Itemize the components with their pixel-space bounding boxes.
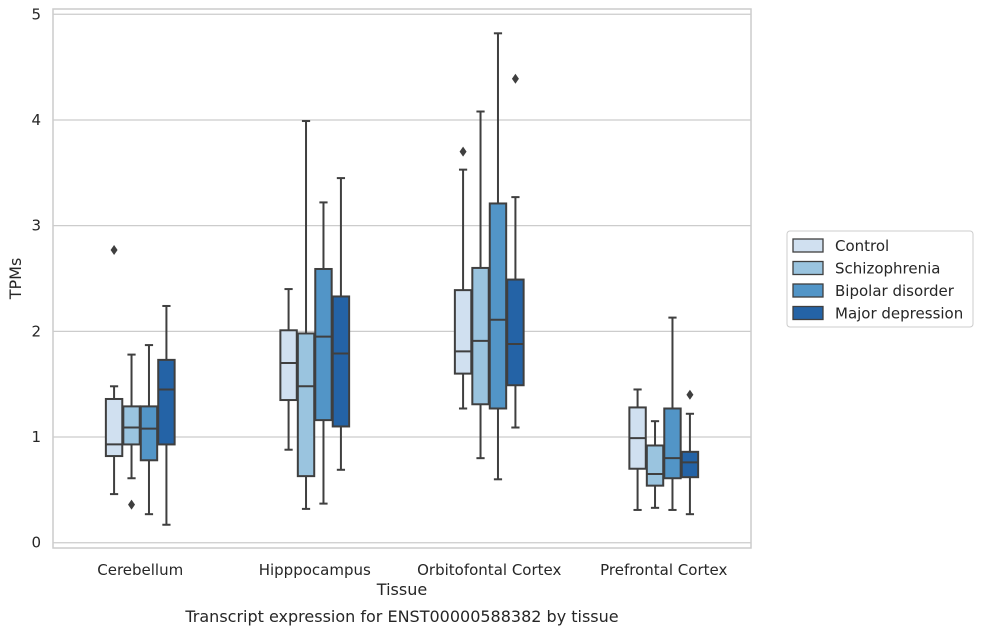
legend-label: Control bbox=[835, 237, 889, 255]
outlier-point bbox=[459, 146, 467, 157]
box-iqr bbox=[506, 278, 525, 387]
box-2-series-2 bbox=[296, 120, 316, 510]
x-tick-label: Cerebellum bbox=[97, 561, 183, 579]
y-tick-label: 4 bbox=[31, 111, 41, 129]
y-tick-label: 1 bbox=[31, 428, 41, 446]
legend-item: Bipolar disorder bbox=[792, 282, 955, 300]
y-tick-labels: 0 1 2 3 4 5 bbox=[31, 5, 41, 551]
box-iqr bbox=[331, 295, 351, 428]
box-iqr bbox=[296, 332, 316, 478]
box-series bbox=[104, 32, 700, 526]
box-4-series-2 bbox=[645, 420, 665, 509]
box-iqr bbox=[104, 397, 124, 458]
legend-item: Schizophrenia bbox=[792, 260, 940, 278]
legend-item: Control bbox=[792, 237, 889, 255]
box-iqr bbox=[453, 289, 473, 375]
box-4-series-4 bbox=[680, 389, 700, 516]
legend-swatch bbox=[792, 305, 824, 321]
box-4-series-3 bbox=[663, 316, 682, 511]
legend-swatch bbox=[792, 260, 824, 276]
legend-label: Schizophrenia bbox=[835, 260, 940, 278]
box-3-series-2 bbox=[471, 110, 490, 460]
box-2-series-4 bbox=[331, 177, 351, 471]
x-tick-labels: Cerebellum Hipppocampus Orbitofontal Corte… bbox=[97, 561, 727, 579]
y-tick-label: 3 bbox=[31, 217, 41, 235]
box-3-series-4 bbox=[506, 73, 525, 429]
box-iqr bbox=[314, 267, 333, 422]
x-axis-label: Tissue bbox=[376, 580, 427, 599]
x-tick-label: Prefrontal Cortex bbox=[600, 561, 727, 579]
x-tick-label: Orbitofontal Cortex bbox=[417, 561, 561, 579]
box-iqr bbox=[157, 358, 176, 446]
box-iqr bbox=[471, 266, 490, 406]
box-iqr bbox=[645, 444, 665, 487]
y-tick-label: 5 bbox=[31, 5, 41, 23]
box-iqr bbox=[139, 405, 159, 462]
legend-label: Bipolar disorder bbox=[835, 282, 955, 300]
box-iqr bbox=[663, 407, 682, 480]
box-4-series-1 bbox=[628, 388, 647, 511]
legend: Control Schizophrenia Bipolar disorder Majo… bbox=[786, 230, 974, 328]
box-3-series-3 bbox=[488, 32, 508, 481]
box-1-series-1 bbox=[104, 244, 124, 496]
box-iqr bbox=[488, 202, 508, 410]
x-tick-label: Hipppocampus bbox=[259, 561, 371, 579]
outlier-point bbox=[686, 389, 694, 400]
box-1-series-2 bbox=[122, 353, 141, 510]
box-1-series-4 bbox=[157, 304, 176, 526]
y-tick-label: 0 bbox=[31, 534, 41, 552]
legend-frame bbox=[786, 230, 974, 328]
legend-swatch bbox=[792, 238, 824, 253]
legend-item: Major depression bbox=[792, 305, 963, 323]
box-2-series-1 bbox=[279, 288, 298, 451]
box-iqr bbox=[122, 405, 141, 446]
outlier-point bbox=[511, 73, 519, 84]
plot-area bbox=[52, 8, 752, 549]
chart-caption: Transcript expression for ENST0000058838… bbox=[184, 607, 618, 626]
box-3-series-1 bbox=[453, 146, 473, 410]
legend-label: Major depression bbox=[835, 305, 963, 323]
box-2-series-3 bbox=[314, 201, 333, 505]
box-iqr bbox=[680, 450, 700, 479]
box-iqr bbox=[279, 329, 298, 402]
outlier-point bbox=[128, 499, 136, 510]
legend-swatch bbox=[792, 283, 824, 298]
y-axis-label: TPMs bbox=[6, 258, 25, 301]
y-tick-label: 2 bbox=[31, 322, 41, 340]
box-1-series-3 bbox=[139, 344, 159, 516]
outlier-point bbox=[110, 244, 118, 255]
